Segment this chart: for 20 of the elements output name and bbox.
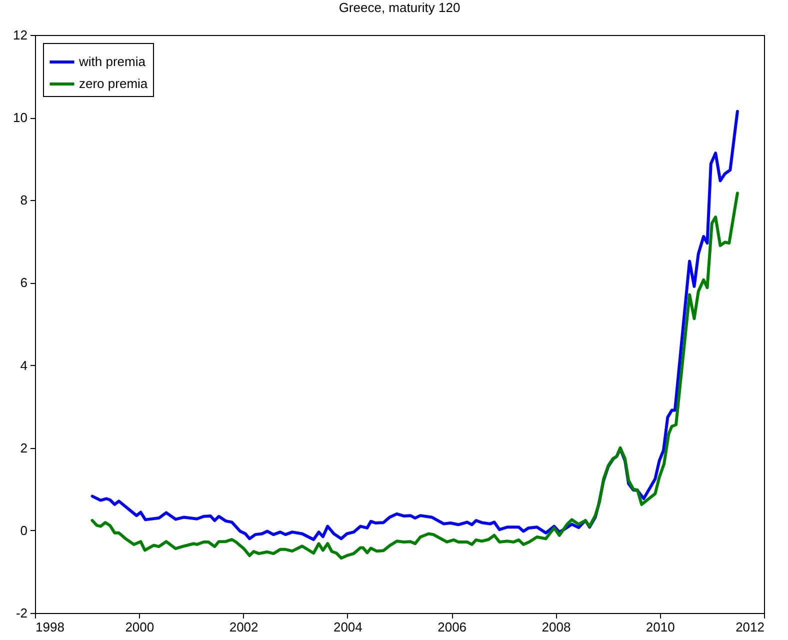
x-tick-label: 2004	[333, 620, 362, 634]
x-tick-label: 1998	[36, 620, 64, 634]
y-tick-label: 8	[20, 192, 28, 208]
x-tick-label: 2012	[736, 620, 764, 634]
legend-label: with premia	[78, 54, 146, 69]
chart-title: Greece, maturity 120	[338, 0, 460, 15]
x-tick-label: 2010	[646, 620, 675, 634]
x-tick-label: 2008	[542, 620, 571, 634]
y-tick-label: 12	[13, 28, 28, 42]
y-tick-label: 4	[20, 358, 28, 373]
y-tick-label: 2	[20, 440, 28, 456]
x-tick-label: 2006	[438, 620, 467, 634]
x-tick-label: 2000	[125, 620, 154, 634]
y-tick-label: 6	[20, 275, 28, 290]
line-series	[90, 192, 739, 560]
y-tick-label: 10	[13, 110, 28, 126]
y-tick-label: -2	[16, 606, 28, 620]
x-tick-label: 2002	[229, 620, 258, 634]
y-tick-label: 0	[20, 522, 28, 538]
legend-label: zero premia	[79, 76, 148, 91]
